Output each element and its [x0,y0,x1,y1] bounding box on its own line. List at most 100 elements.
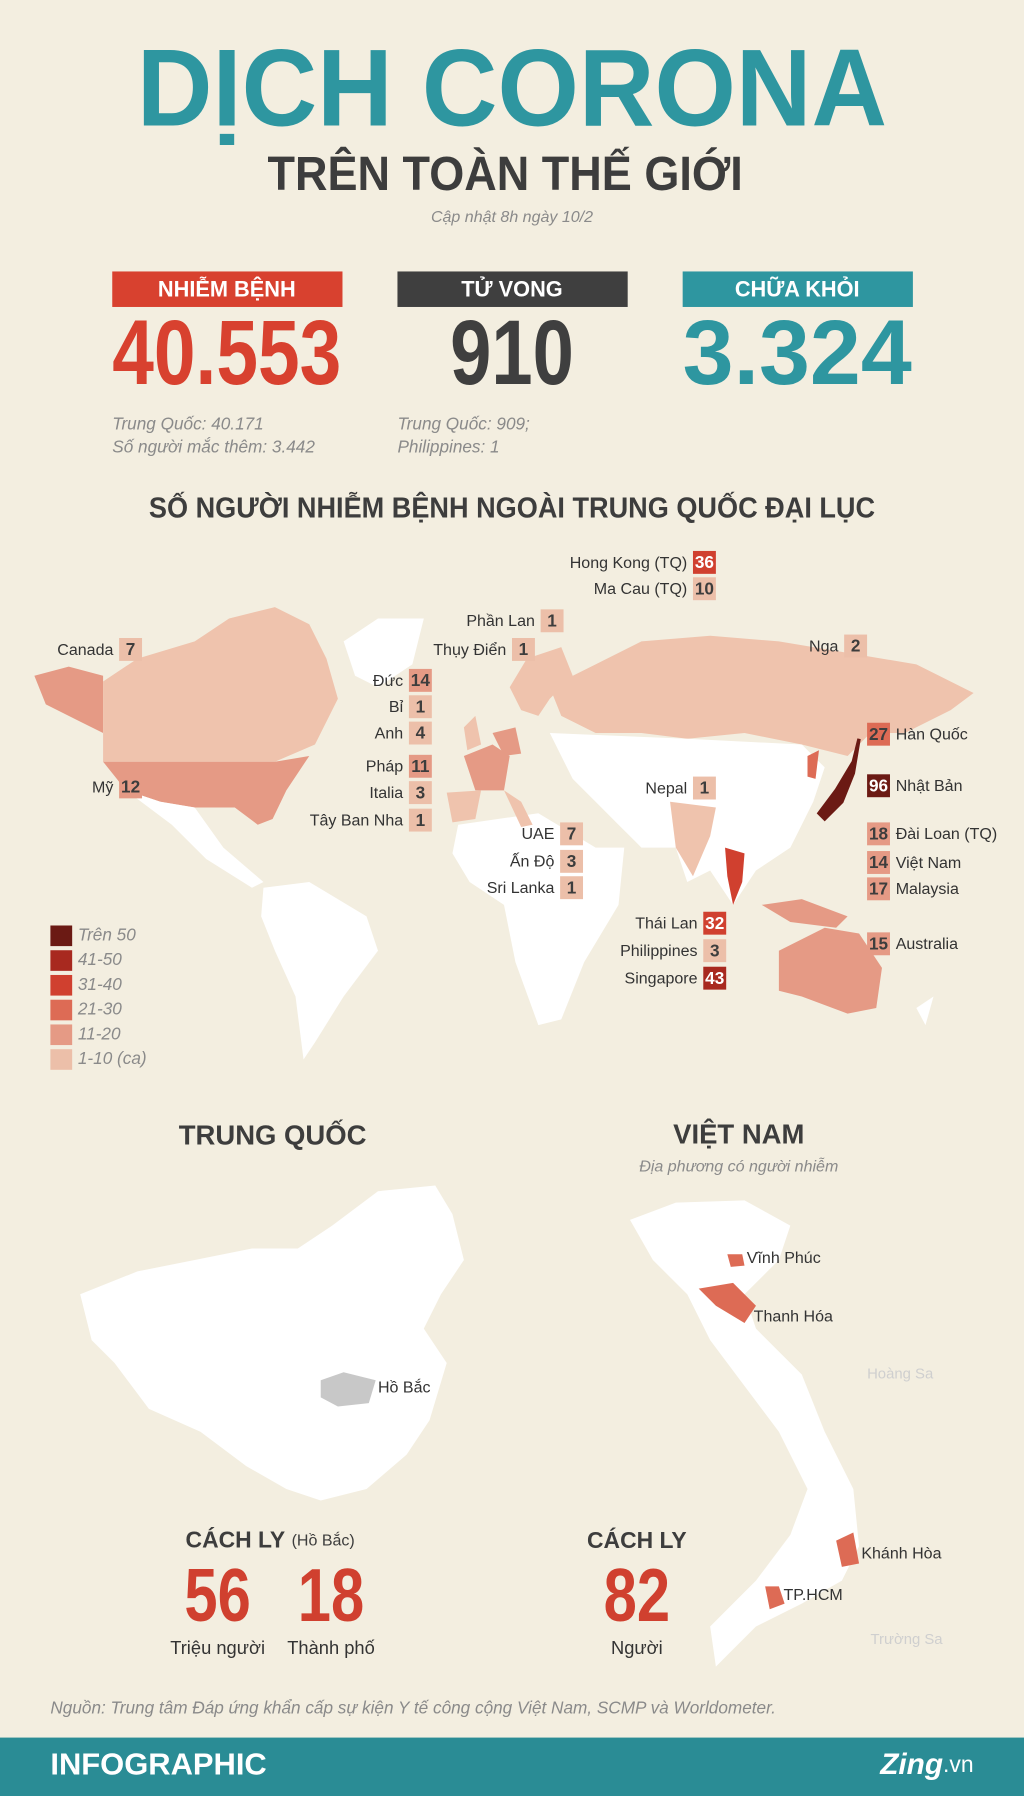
country-name: Canada [57,641,113,659]
country-name: Hàn Quốc [896,726,968,744]
count-box [703,939,727,963]
footer-brand: INFOGRAPHIC [50,1746,266,1781]
count-box [867,774,890,798]
country-name: Ấn Độ [510,852,555,871]
count-box [560,876,584,900]
footer-logo: Zing.vn [879,1748,973,1781]
count-box [560,822,584,846]
count-box [408,668,432,692]
japan [816,738,861,822]
country-name: Đức [373,672,403,690]
count-value: 43 [705,968,724,988]
count-value: 1 [519,639,529,659]
count-box [408,808,432,832]
count-box [692,776,716,800]
canada [103,607,338,762]
new-zealand [916,996,934,1026]
count-box [119,637,143,661]
country-name: Singapore [625,970,698,988]
count-box [867,932,890,956]
country-name: Italia [369,784,403,802]
count-box [867,851,890,874]
count-value: 12 [121,777,140,797]
logo-domain: .vn [943,1751,974,1777]
count-box [512,637,535,661]
count-box [408,721,432,745]
stat-note: Số người mắc thêm: 3.442 [112,436,315,456]
count-box [867,722,890,746]
legend-label: 21-30 [77,999,122,1019]
source: Nguồn: Trung tâm Đáp ứng khẩn cấp sự kiệ… [50,1697,776,1717]
count-value: 1 [416,696,426,716]
count-value: 96 [869,775,888,795]
quarantine-title-text: CÁCH LY [186,1527,286,1553]
legend-label: 41-50 [78,949,122,969]
malaysia-indonesia [761,899,848,928]
vietnam-subtitle: Địa phương có người nhiễm [639,1156,838,1175]
country-name: Pháp [366,758,403,776]
germany [492,727,522,756]
count-value: 14 [869,852,889,872]
province [836,1532,860,1567]
country-name: Thụy Điển [433,641,506,659]
count-value: 36 [695,552,714,572]
logo: Zing [879,1748,943,1781]
stat-value: 3.324 [683,302,912,404]
count-value: 7 [126,639,136,659]
count-box [844,634,868,658]
count-box [692,577,716,601]
legend: Trên 50 41-50 31-40 21-30 11-20 1-10 (ca) [50,924,147,1070]
quarantine-value: 18 [298,1554,364,1638]
count-box [703,911,727,935]
count-box [408,754,432,778]
count-box [692,550,716,574]
country-name: Philippines [620,942,697,960]
thailand [725,847,745,905]
quarantine-title: CÁCH LY [587,1527,687,1553]
count-box [560,849,584,873]
title: DỊCH CORONA [137,26,887,149]
count-value: 7 [567,824,577,844]
count-value: 3 [710,940,720,960]
province [698,1282,756,1323]
count-box [540,609,564,633]
australia [778,927,882,1014]
legend-swatch [50,999,73,1021]
count-value: 14 [411,670,431,690]
hubei [320,1372,376,1407]
china-title: TRUNG QUỐC [179,1119,367,1151]
country-name: Nhật Bản [896,777,963,795]
legend-swatch [50,1049,73,1070]
greenland [343,618,424,688]
island-label: Trường Sa [871,1632,944,1648]
country-name: Bỉ [389,698,404,716]
stat-note: Trung Quốc: 40.171 [112,413,263,433]
legend-label: 11-20 [78,1023,121,1043]
country-name: Việt Nam [896,854,962,872]
quarantine-value: 82 [604,1554,670,1638]
quarantine-note: (Hồ Bắc) [292,1531,355,1550]
country-name: Hong Kong (TQ) [570,554,688,572]
quarantine-label: Triệu người [170,1637,265,1658]
count-value: 1 [700,778,710,798]
vietnam-title: VIỆT NAM [673,1119,804,1150]
country-name: Malaysia [896,880,959,898]
count-box [408,781,432,805]
country-name: Anh [375,724,404,742]
italy [503,790,533,827]
subtitle: TRÊN TOÀN THẾ GIỚI [267,146,742,201]
country-name: Nepal [645,779,687,797]
legend-label: 1-10 (ca) [78,1048,147,1068]
legend-label: 31-40 [78,974,122,994]
south-america [261,881,378,1060]
stat-label: CHỮA KHỎI [735,277,860,302]
count-box [867,877,890,901]
updated: Cập nhật 8h ngày 10/2 [431,208,593,226]
count-value: 32 [705,913,724,933]
country-name: Đài Loan (TQ) [896,825,997,843]
country-name: Nga [809,637,838,655]
stat-value: 910 [450,302,574,404]
country-name: Sri Lanka [487,879,555,897]
legend-swatch [50,950,73,971]
